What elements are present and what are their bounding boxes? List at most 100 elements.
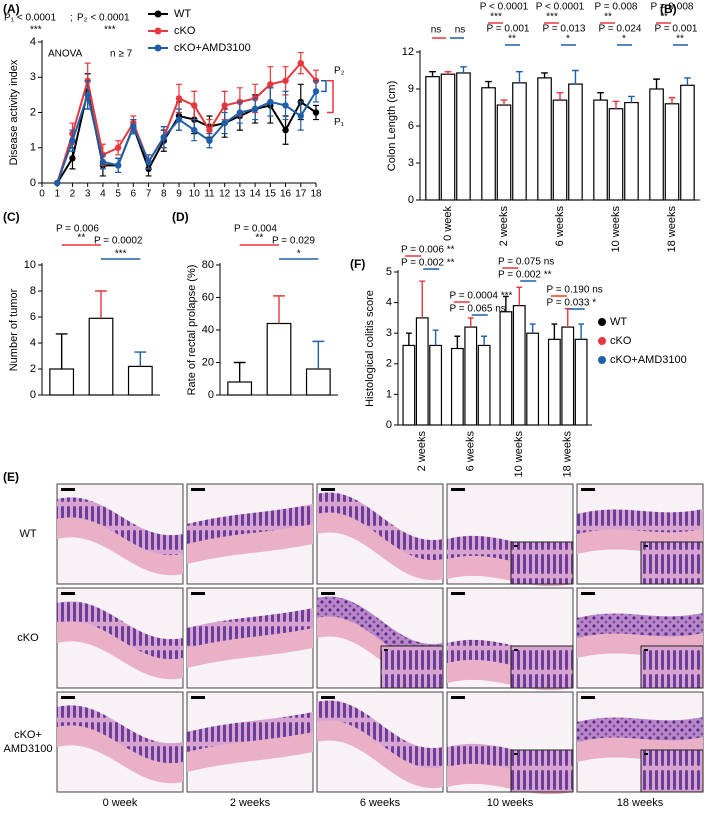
- annotation: P₂ < 0.0001: [77, 13, 130, 24]
- data-point: [206, 126, 213, 134]
- annotation: P = 0.075 ns: [498, 257, 554, 268]
- y-tick-label: 0: [30, 177, 36, 189]
- error-bar: [485, 80, 492, 88]
- tissue-muscle: [57, 619, 183, 680]
- bar: [415, 317, 429, 426]
- x-tick-label: 2 weeks: [416, 431, 428, 472]
- tissue-mucosa: [317, 492, 443, 561]
- y-tick-label: 3: [408, 157, 414, 169]
- x-tick-label: 4: [100, 189, 106, 200]
- error-bar: [502, 295, 509, 312]
- scale-bar: [644, 545, 648, 547]
- x-tick-label: 16: [280, 189, 292, 200]
- annotation: ns: [431, 25, 442, 36]
- legend-label: cKO+AMD3100: [174, 42, 251, 54]
- x-tick-label: 12: [219, 189, 231, 200]
- annotation: ***: [104, 25, 116, 36]
- x-tick-label: 7: [146, 189, 152, 200]
- column-label: 6 weeks: [360, 797, 401, 809]
- error-bar: [134, 351, 147, 367]
- bracket: [327, 80, 334, 114]
- y-tick-label: 3: [30, 71, 36, 83]
- bracket: [321, 80, 327, 93]
- bar: [526, 332, 540, 426]
- y-tick-label: 6: [408, 120, 414, 132]
- x-tick-label: 6 weeks: [465, 431, 477, 472]
- data-point: [99, 158, 107, 166]
- bar: [552, 99, 568, 201]
- tissue-muscle: [317, 718, 443, 789]
- annotation: **: [660, 12, 668, 23]
- row-label: AMD3100: [4, 743, 53, 755]
- bar: [624, 101, 639, 201]
- data-point: [282, 102, 289, 109]
- tissue-mucosa: [187, 712, 313, 752]
- x-tick-label: 15: [265, 189, 277, 200]
- bar: [481, 87, 496, 201]
- annotation: P = 0.008: [595, 2, 638, 13]
- inset: [510, 749, 574, 793]
- y-tick-label: 4: [386, 297, 392, 309]
- tissue-mucosa: [187, 608, 313, 648]
- bar: [537, 77, 552, 201]
- y-tick-label: 9: [408, 83, 414, 95]
- error-bar: [95, 290, 107, 319]
- tissue-muscle: [187, 522, 313, 564]
- y-tick-label: 4: [30, 337, 36, 349]
- error-bar: [432, 329, 439, 346]
- data-point: [282, 77, 289, 84]
- tissue-mucosa: [317, 700, 443, 769]
- error-bar: [467, 317, 474, 328]
- tissue-mucosa: [57, 497, 183, 556]
- data-point: [236, 109, 244, 116]
- annotation: *: [297, 249, 301, 260]
- error-bar: [55, 333, 68, 369]
- scale-bar: [61, 696, 75, 699]
- annotation: **: [77, 233, 85, 244]
- scale-bar: [644, 649, 648, 651]
- panel-label: (B): [660, 2, 677, 16]
- bar: [593, 99, 608, 201]
- y-tick-label: 0: [408, 194, 414, 206]
- error-bar: [516, 286, 523, 306]
- x-tick-label: 6 weeks: [554, 206, 566, 247]
- error-bar: [273, 295, 285, 324]
- y-tick-label: 2: [30, 363, 36, 375]
- data-point: [267, 98, 274, 106]
- bar: [425, 76, 440, 201]
- inset: [510, 541, 574, 585]
- annotation: P = 0.006: [56, 224, 99, 235]
- panel-label: (E): [3, 470, 19, 484]
- data-point: [130, 123, 137, 130]
- data-point: [206, 137, 213, 144]
- scale-bar: [514, 753, 518, 755]
- y-tick-label: 1: [386, 388, 392, 400]
- x-tick-label: 2 weeks: [498, 206, 510, 247]
- y-axis-label: Colon Length (cm): [386, 81, 398, 172]
- series-line: [56, 90, 317, 184]
- error-bar: [516, 71, 523, 83]
- tissue-muscle: [57, 723, 183, 784]
- y-tick-label: 4: [30, 36, 36, 48]
- error-bar: [233, 361, 246, 382]
- bar: [305, 368, 331, 396]
- legend-label: cKO+AMD3100: [610, 354, 687, 366]
- data-point: [69, 155, 76, 162]
- annotation: ***: [546, 12, 558, 23]
- bar: [464, 326, 478, 426]
- annotation: P = 0.002 **: [498, 270, 552, 281]
- bar: [664, 103, 680, 201]
- y-tick-label: 12: [402, 46, 414, 58]
- data-point: [54, 179, 61, 187]
- annotation: P = 0.0004 ***: [450, 291, 513, 302]
- annotation: P = 0.190 ns: [547, 285, 603, 296]
- column-label: 2 weeks: [230, 797, 271, 809]
- error-bar: [684, 77, 691, 86]
- x-tick-label: 2: [70, 189, 76, 200]
- annotation: **: [255, 233, 263, 244]
- tissue-mucosa: [577, 509, 703, 534]
- data-point: [221, 102, 228, 109]
- y-tick-label: 2: [386, 358, 392, 370]
- scale-bar: [451, 592, 465, 595]
